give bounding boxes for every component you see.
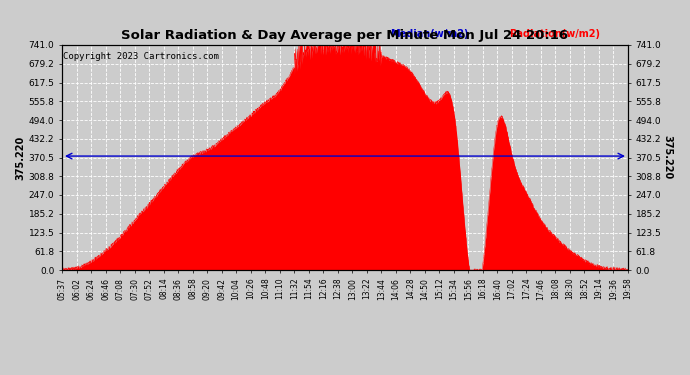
Text: Median(w/m2): Median(w/m2): [391, 29, 469, 39]
Text: Radiation(w/m2): Radiation(w/m2): [509, 29, 600, 39]
Title: Solar Radiation & Day Average per Minute Mon Jul 24 20:16: Solar Radiation & Day Average per Minute…: [121, 30, 569, 42]
Y-axis label: 375.220: 375.220: [16, 135, 26, 180]
Y-axis label: 375.220: 375.220: [662, 135, 673, 180]
Text: Copyright 2023 Cartronics.com: Copyright 2023 Cartronics.com: [63, 52, 219, 61]
